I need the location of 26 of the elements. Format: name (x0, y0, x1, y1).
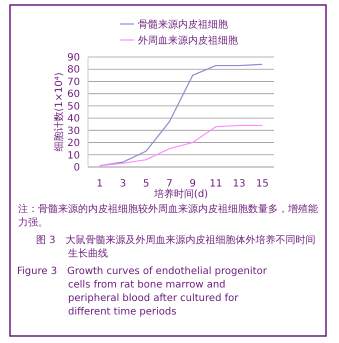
caption: 图 3 大鼠骨髓来源及外周血来源内皮祖细胞体外培养不同时间生长曲线 (36, 234, 316, 260)
y-tick-label: 60 (67, 89, 80, 100)
y-axis-title: 细胞计数(1×10⁴) (53, 72, 65, 152)
text: 注：骨髓来源的内皮祖细胞较外周血来源内皮祖细胞数量多，增殖能力强。 (18, 203, 318, 228)
y-tick-label: 30 (67, 126, 80, 137)
y-tick-label: 50 (67, 101, 80, 112)
y-tick-label: 90 (67, 52, 80, 64)
y-tick-label: 70 (67, 76, 80, 88)
x-tick-label: 9 (189, 178, 196, 190)
caption: Figure 3 Growth curves of endothelial progenitor cells from rat bone marrow and peripheral blood after cultured for different time periods (17, 266, 268, 318)
x-tick-label: 13 (232, 178, 246, 190)
x-tick-label: 7 (166, 178, 173, 190)
y-tick-label: 20 (67, 138, 80, 150)
legend-label: 骨髓来源内皮祖细胞 (138, 18, 228, 30)
x-tick-label: 3 (120, 178, 126, 190)
y-tick-label: 0 (74, 162, 80, 174)
line-series (99, 124, 263, 166)
x-tick-label: 5 (142, 178, 150, 190)
y-tick-label: 40 (67, 114, 80, 125)
x-tick-label: 15 (256, 178, 269, 190)
x-tick-label: 1 (96, 178, 103, 190)
x-tick-label: 11 (210, 178, 222, 190)
x-axis-title: 培养时间(d) (152, 188, 208, 200)
legend-label: 外周血来源内皮祖细胞 (138, 34, 238, 46)
y-tick-label: 10 (67, 150, 80, 162)
y-tick-label: 80 (67, 64, 80, 76)
